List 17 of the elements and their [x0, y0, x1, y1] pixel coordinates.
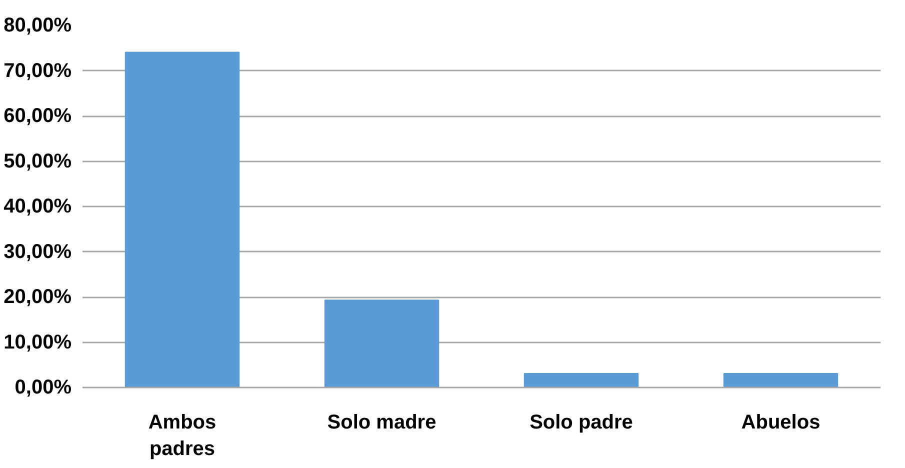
y-tick-label: 30,00%	[4, 240, 72, 263]
y-tick-label: 40,00%	[4, 196, 72, 218]
x-tick-label: Solo padre	[530, 412, 633, 434]
y-tick-label: 10,00%	[4, 331, 72, 354]
bar	[723, 372, 838, 388]
y-tick-label: 60,00%	[4, 105, 72, 127]
bar	[124, 52, 240, 388]
y-tick-label: 0,00%	[14, 376, 72, 398]
x-tick-label: Abuelos	[741, 412, 820, 434]
bar	[324, 300, 440, 388]
y-tick-label: 20,00%	[4, 286, 72, 308]
y-tick-label: 70,00%	[4, 60, 72, 82]
x-tick-label: Solo madre	[327, 412, 436, 434]
x-tick-label: Ambos padres	[148, 412, 216, 460]
y-tick-label: 80,00%	[4, 14, 72, 36]
bar	[524, 372, 639, 388]
y-tick-label: 50,00%	[4, 150, 72, 172]
